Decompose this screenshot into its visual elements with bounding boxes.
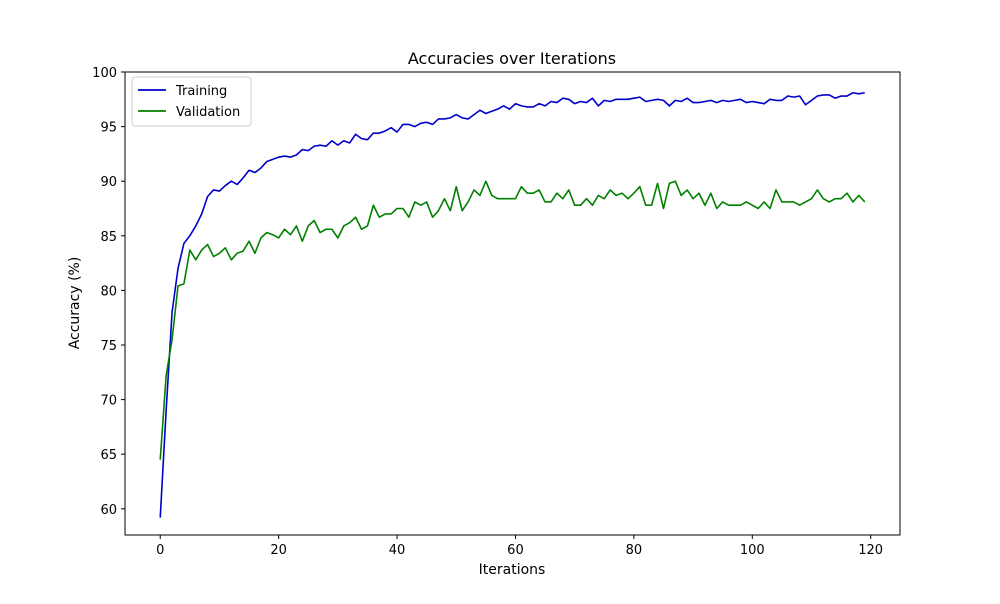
x-tick-label: 0 bbox=[156, 543, 164, 558]
y-tick-label: 95 bbox=[100, 121, 117, 136]
y-tick-label: 90 bbox=[100, 175, 117, 190]
x-tick-label: 60 bbox=[507, 543, 524, 558]
x-tick-label: 120 bbox=[858, 543, 883, 558]
legend-label-training: Training bbox=[175, 84, 227, 99]
y-tick-label: 80 bbox=[100, 284, 117, 299]
y-tick-label: 70 bbox=[100, 394, 117, 409]
legend: Training Validation bbox=[131, 76, 252, 127]
y-axis-label: Accuracy (%) bbox=[67, 257, 83, 350]
x-axis-label: Iterations bbox=[479, 562, 546, 578]
x-tick-label: 40 bbox=[389, 543, 406, 558]
chart-title: Accuracies over Iterations bbox=[408, 49, 616, 68]
plot-frame bbox=[124, 71, 901, 536]
x-tick-label: 20 bbox=[270, 543, 287, 558]
y-tick-label: 75 bbox=[100, 339, 117, 354]
plot-area bbox=[159, 91, 866, 518]
y-tick-label: 60 bbox=[100, 503, 117, 518]
series-line-validation bbox=[159, 180, 866, 460]
y-tick-label: 100 bbox=[92, 66, 117, 81]
y-tick-label: 65 bbox=[100, 448, 117, 463]
legend-label-validation: Validation bbox=[176, 105, 240, 120]
x-tick-label: 100 bbox=[740, 543, 765, 558]
series-line-training bbox=[159, 91, 865, 518]
axes: 0 20 40 60 80 100 120 60 65 70 75 80 85 90 95 100 bbox=[92, 66, 901, 558]
y-tick-label: 85 bbox=[100, 230, 117, 245]
x-tick-label: 80 bbox=[626, 543, 643, 558]
